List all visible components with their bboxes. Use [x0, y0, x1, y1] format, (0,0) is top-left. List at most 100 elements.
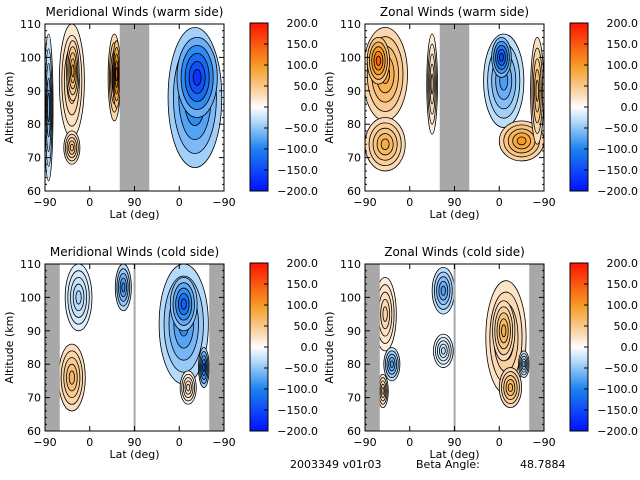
y-tick-label: 110 — [340, 258, 361, 271]
colorbar-tick-label: 50.0 — [294, 320, 319, 333]
x-tick-label: 90 — [448, 196, 462, 209]
colorbar-tick-label: −100.0 — [277, 383, 318, 396]
y-axis-label: Altitude (km) — [323, 311, 336, 383]
wind-feature — [58, 343, 86, 412]
wind-feature — [63, 130, 81, 165]
colorbar-tick-label: −50.0 — [604, 362, 638, 375]
colorbar-tick-label: −150.0 — [597, 404, 638, 417]
contour-level — [501, 324, 507, 338]
contour-level — [121, 282, 126, 293]
colorbar-tick-label: 200.0 — [287, 257, 319, 270]
y-tick-label: 110 — [340, 18, 361, 31]
x-tick-label: 0 — [86, 196, 93, 209]
colorbar-tick-label: −50.0 — [284, 122, 318, 135]
contour-level — [375, 55, 382, 66]
y-axis-label: Altitude (km) — [3, 71, 16, 143]
contour-level — [180, 298, 187, 310]
x-axis-label: Lat (deg) — [110, 448, 160, 461]
colorbar-tick-label: 150.0 — [287, 278, 319, 291]
colorbar-tick-label: 0.0 — [621, 341, 639, 354]
wind-feature — [179, 370, 197, 405]
wind-feature — [377, 373, 389, 409]
no-data-band — [45, 264, 60, 431]
contour-level — [430, 73, 434, 95]
contour-level — [192, 69, 202, 86]
colorbar-tick-label: −150.0 — [277, 164, 318, 177]
colorbar-tick-label: −50.0 — [284, 362, 318, 375]
contour-level — [115, 67, 118, 82]
colorbar-tick-label: 200.0 — [287, 17, 319, 30]
y-axis-label: Altitude (km) — [323, 71, 336, 143]
date-version-label: 2003349 v01r03 — [290, 458, 382, 471]
y-tick-label: 70 — [27, 152, 41, 165]
panel-title: Zonal Winds (warm side) — [380, 5, 529, 19]
contour-level — [440, 347, 446, 355]
wind-feature — [530, 36, 544, 145]
no-data-band — [453, 264, 456, 431]
y-tick-label: 100 — [340, 291, 361, 304]
x-tick-label: −90 — [212, 436, 235, 449]
x-tick-label: 0 — [176, 436, 183, 449]
colorbar: 200.0 150.0 100.0 50.0 0.0 −50.0 −100.0 −150.0 −… — [569, 257, 639, 438]
x-tick-label: 90 — [128, 436, 142, 449]
x-tick-label: 90 — [128, 196, 142, 209]
panel-4: Zonal Winds (cold side) 60 70 80 90 100 110 −90… — [323, 245, 638, 461]
wind-feature — [198, 347, 210, 388]
contour-level — [186, 383, 191, 392]
wind-feature — [169, 276, 198, 332]
contour-level — [71, 64, 75, 78]
x-tick-label: −90 — [33, 436, 56, 449]
colorbar-tick-label: 50.0 — [294, 80, 319, 93]
colorbar-tick-label: −150.0 — [597, 164, 638, 177]
contour-level — [202, 363, 206, 372]
y-tick-label: 90 — [27, 325, 41, 338]
colorbar-tick-label: −200.0 — [277, 185, 318, 198]
contour-level — [389, 360, 394, 368]
contour-level — [380, 138, 390, 150]
colorbar-tick-label: 150.0 — [607, 278, 639, 291]
colorbar-tick-label: 200.0 — [607, 257, 639, 270]
no-data-band — [119, 24, 150, 191]
x-tick-label: 0 — [406, 436, 413, 449]
x-tick-label: −90 — [532, 196, 555, 209]
contour-field — [365, 264, 544, 431]
panel-1: Meridional Winds (warm side) 60 70 80 90 100 1… — [3, 5, 318, 221]
no-data-band — [439, 24, 470, 191]
no-data-band — [209, 264, 224, 431]
colorbar-tick-label: −200.0 — [597, 425, 638, 438]
x-tick-label: 0 — [496, 196, 503, 209]
y-tick-label: 80 — [27, 118, 41, 131]
wind-feature — [176, 36, 218, 118]
contour-field — [365, 24, 544, 191]
colorbar-tick-label: 0.0 — [301, 101, 319, 114]
contour-level — [522, 361, 526, 368]
colorbar-tick-label: 50.0 — [614, 80, 639, 93]
y-tick-label: 100 — [340, 51, 361, 64]
x-tick-label: −90 — [353, 436, 376, 449]
colorbar-tick-label: −200.0 — [597, 185, 638, 198]
contour-level — [47, 92, 50, 123]
x-tick-label: −90 — [353, 196, 376, 209]
no-data-band — [529, 264, 544, 431]
wind-feature — [483, 33, 525, 128]
wind-feature — [45, 33, 54, 182]
wind-feature — [426, 33, 438, 135]
x-tick-label: −90 — [33, 196, 56, 209]
wind-feature — [114, 264, 132, 312]
colorbar-tick-label: 0.0 — [621, 101, 639, 114]
wind-feature — [383, 347, 401, 382]
y-tick-label: 60 — [347, 425, 361, 438]
panel-title: Meridional Winds (warm side) — [46, 5, 224, 19]
y-tick-label: 60 — [27, 425, 41, 438]
beta-angle-value: 48.7884 — [520, 458, 566, 471]
wind-feature — [431, 266, 455, 315]
y-tick-label: 80 — [27, 358, 41, 371]
no-data-band — [365, 264, 380, 431]
contour-level — [381, 387, 385, 395]
wind-feature — [66, 40, 80, 102]
x-tick-label: 0 — [406, 196, 413, 209]
colorbar-tick-label: −150.0 — [277, 404, 318, 417]
colorbar-tick-label: −100.0 — [277, 143, 318, 156]
panel-title: Zonal Winds (cold side) — [384, 245, 525, 259]
